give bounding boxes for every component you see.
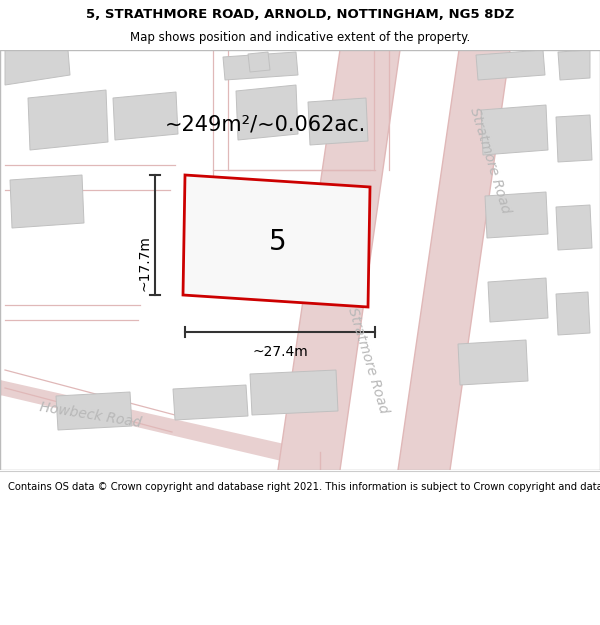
Polygon shape [250,370,338,415]
Polygon shape [481,105,548,155]
Polygon shape [183,175,370,307]
Polygon shape [556,205,592,250]
Polygon shape [458,340,528,385]
Polygon shape [28,90,108,150]
Text: Map shows position and indicative extent of the property.: Map shows position and indicative extent… [130,31,470,44]
Polygon shape [278,50,400,470]
Polygon shape [248,52,270,72]
Polygon shape [488,278,548,322]
Text: 5, STRATHMORE ROAD, ARNOLD, NOTTINGHAM, NG5 8DZ: 5, STRATHMORE ROAD, ARNOLD, NOTTINGHAM, … [86,9,514,21]
Text: ~17.7m: ~17.7m [138,235,152,291]
Polygon shape [558,50,590,80]
Polygon shape [556,115,592,162]
Text: Stratmore Road: Stratmore Road [345,306,391,414]
Polygon shape [556,292,590,335]
Polygon shape [0,380,320,470]
Text: Stratmore Road: Stratmore Road [467,106,513,214]
Text: 5: 5 [269,228,287,256]
Text: Howbeck Road: Howbeck Road [38,400,142,430]
Polygon shape [236,85,298,140]
Text: Contains OS data © Crown copyright and database right 2021. This information is : Contains OS data © Crown copyright and d… [8,482,600,492]
Polygon shape [223,52,298,80]
Polygon shape [173,385,248,420]
Polygon shape [5,50,70,85]
Polygon shape [485,192,548,238]
Text: ~249m²/~0.062ac.: ~249m²/~0.062ac. [164,115,365,135]
Polygon shape [113,92,178,140]
Polygon shape [10,175,84,228]
Text: ~27.4m: ~27.4m [252,345,308,359]
Polygon shape [308,98,368,145]
Polygon shape [56,392,132,430]
Polygon shape [398,50,510,470]
Polygon shape [476,50,545,80]
